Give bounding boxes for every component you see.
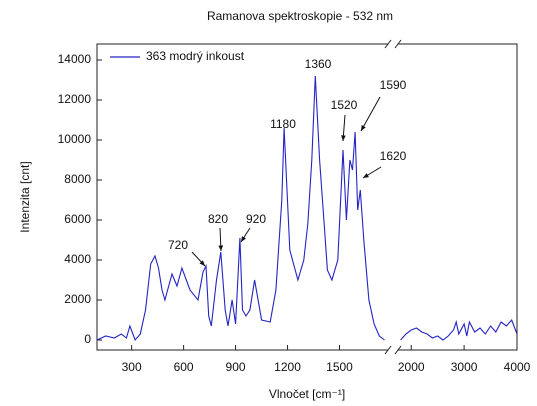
peak-label: 1620 (380, 149, 407, 163)
plot-frame (96, 43, 518, 351)
peak-arrowhead (361, 125, 366, 131)
y-tick-label: 10000 (58, 132, 92, 146)
peak-arrowhead (363, 173, 369, 178)
x-tick-label: 900 (226, 360, 246, 374)
data-line (96, 75, 385, 342)
y-tick-label: 8000 (64, 172, 91, 186)
x-tick-label: 1200 (274, 360, 301, 374)
x-axis-label: Vlnočet [cm⁻¹] (269, 387, 345, 401)
x-tick-label: 300 (122, 360, 142, 374)
y-tick-label: 6000 (64, 212, 91, 226)
y-tick-label: 4000 (64, 252, 91, 266)
peak-label: 1520 (331, 98, 358, 112)
peak-arrowhead (218, 245, 224, 251)
peak-arrowhead (241, 236, 246, 242)
peak-label: 1360 (305, 57, 332, 71)
x-tick-label: 600 (174, 360, 194, 374)
peak-arrowhead (341, 135, 346, 141)
x-tick-label: 2000 (398, 360, 425, 374)
peak-label: 1590 (380, 78, 407, 92)
y-tick-label: 2000 (64, 292, 91, 306)
peak-arrow (360, 96, 381, 132)
data-line (400, 318, 518, 341)
y-axis-label: Intenzita [cnt] (18, 161, 32, 232)
y-tick-label: 12000 (58, 92, 92, 106)
peak-label: 720 (168, 238, 188, 252)
peak-label: 1180 (270, 117, 296, 131)
x-tick-label: 1500 (326, 360, 353, 374)
chart-title: Ramanova spektroskopie - 532 nm (207, 9, 393, 23)
peak-arrowhead (199, 260, 205, 266)
x-tick-label: 4000 (504, 360, 531, 374)
legend-label: 363 modrý inkoust (146, 49, 245, 63)
x-tick-label: 3000 (451, 360, 478, 374)
y-tick-label: 0 (84, 332, 91, 346)
axis-break (384, 39, 402, 355)
peak-label: 820 (208, 212, 228, 226)
peak-label: 920 (246, 212, 266, 226)
y-tick-label: 14000 (58, 52, 92, 66)
